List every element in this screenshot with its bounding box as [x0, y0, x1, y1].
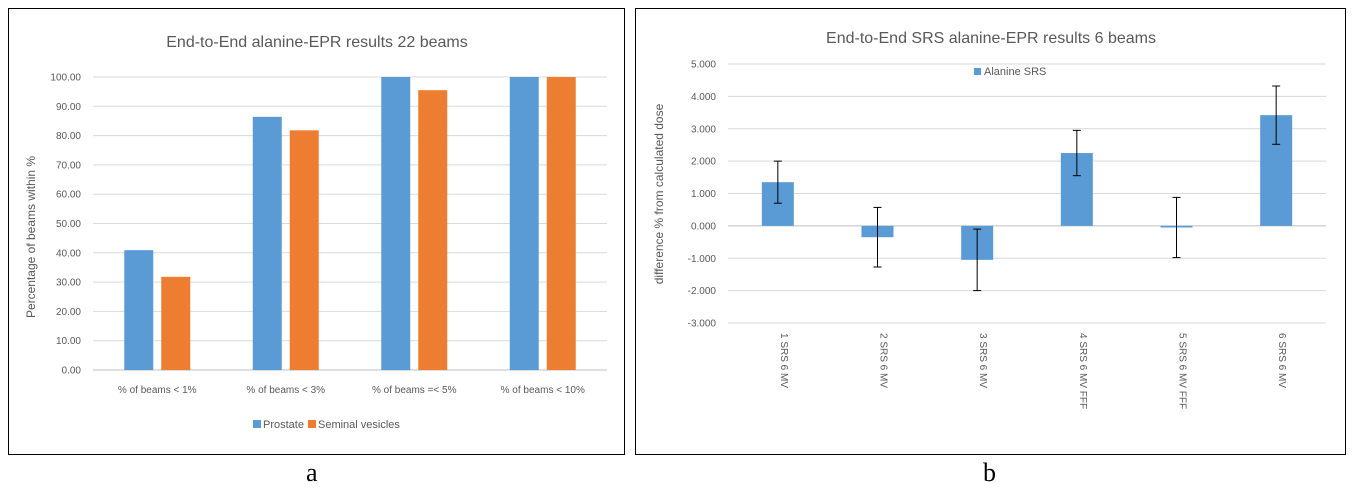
legend-label-alanine-srs: Alanine SRS [984, 66, 1046, 78]
y-tick-label: 1.000 [691, 189, 716, 200]
x-tick-label: % of beams < 10% [501, 385, 585, 396]
chart-a-svg: End-to-End alanine-EPR results 22 beams … [24, 34, 607, 431]
y-tick-label: 3.000 [691, 124, 716, 135]
y-tick-label: -3.000 [688, 319, 717, 330]
bar-seminal-vesicles [161, 276, 191, 370]
x-tick-label: % of beams < 3% [246, 385, 325, 396]
y-tick-label: 0.00 [62, 366, 82, 377]
legend-label-prostate: Prostate [263, 419, 304, 431]
y-tick-label: 100.00 [50, 73, 81, 84]
y-tick-label: -1.000 [688, 254, 717, 265]
x-tick-label: 4 SRS 6 MV FFF [1077, 333, 1088, 409]
x-tick-label: 1 SRS 6 MV [778, 333, 789, 388]
bar-prostate [252, 116, 282, 371]
bar-seminal-vesicles [546, 77, 576, 370]
y-tick-label: 30.00 [56, 278, 81, 289]
caption-b: b [983, 458, 996, 487]
y-tick-label: 90.00 [56, 102, 81, 113]
y-tick-label: 60.00 [56, 190, 81, 201]
chart-panel-b: End-to-End SRS alanine-EPR results 6 bea… [635, 8, 1346, 455]
y-tick-label: 40.00 [56, 248, 81, 259]
legend-label-seminal-vesicles: Seminal vesicles [318, 419, 400, 431]
y-tick-label: 50.00 [56, 219, 81, 230]
y-tick-label: 70.00 [56, 160, 81, 171]
x-tick-label: 2 SRS 6 MV [878, 333, 889, 388]
y-tick-label: 4.000 [691, 92, 716, 103]
bar-seminal-vesicles [418, 90, 448, 370]
chart-b-svg: End-to-End SRS alanine-EPR results 6 bea… [652, 30, 1326, 409]
y-tick-label: 5.000 [691, 60, 716, 71]
legend-swatch-alanine-srs [974, 68, 981, 75]
y-tick-label: 20.00 [56, 307, 81, 318]
x-tick-label: % of beams =< 5% [372, 385, 457, 396]
chart-b-ylabel: difference % from calculated dose [652, 103, 666, 284]
bar-seminal-vesicles [289, 130, 319, 370]
x-tick-label: 5 SRS 6 MV FFF [1177, 333, 1188, 409]
x-tick-label: % of beams < 1% [118, 385, 197, 396]
bar-prostate [381, 77, 411, 370]
chart-panel-a: End-to-End alanine-EPR results 22 beams … [8, 8, 625, 455]
legend-swatch-seminal-vesicles [308, 420, 316, 428]
bar-prostate [124, 250, 154, 370]
chart-a-title: End-to-End alanine-EPR results 22 beams [166, 34, 468, 51]
chart-a-ylabel: Percentage of beams within % [24, 156, 38, 318]
y-tick-label: 10.00 [56, 336, 81, 347]
y-tick-label: 80.00 [56, 131, 81, 142]
y-tick-label: 0.000 [691, 221, 716, 232]
bar-prostate [509, 77, 539, 370]
chart-b-title: End-to-End SRS alanine-EPR results 6 bea… [826, 30, 1156, 47]
y-tick-label: -2.000 [688, 286, 717, 297]
y-tick-label: 2.000 [691, 157, 716, 168]
caption-a: a [306, 458, 318, 487]
x-tick-label: 6 SRS 6 MV [1276, 333, 1287, 388]
x-tick-label: 3 SRS 6 MV [977, 333, 988, 388]
legend-swatch-prostate [253, 420, 261, 428]
